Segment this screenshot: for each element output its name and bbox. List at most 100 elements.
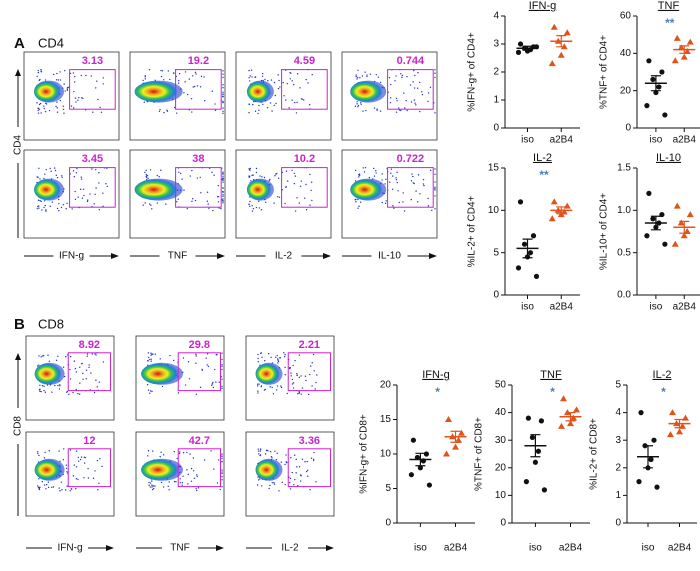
- event-dot: [257, 392, 259, 394]
- event-dot: [276, 385, 279, 387]
- y-axis-label: %IL-2+ of CD8+: [589, 418, 600, 490]
- event-dot: [75, 388, 77, 391]
- event-dot: [92, 477, 95, 480]
- event-dot: [45, 488, 47, 490]
- event-dot: [260, 209, 263, 211]
- event-dot: [357, 104, 360, 107]
- event-dot: [403, 210, 406, 212]
- event-dot: [80, 456, 83, 458]
- event-dot: [434, 72, 436, 74]
- event-dot: [179, 451, 181, 453]
- event-dot: [195, 362, 197, 364]
- event-dot: [269, 386, 271, 388]
- event-dot: [259, 450, 262, 452]
- data-point: [671, 240, 679, 247]
- event-dot: [260, 385, 262, 388]
- event-dot: [310, 181, 313, 183]
- event-dot: [221, 472, 223, 475]
- event-dot: [250, 69, 253, 71]
- data-point: [557, 51, 565, 58]
- arrow-head: [106, 545, 114, 551]
- event-dot: [402, 192, 404, 194]
- event-dot: [189, 453, 191, 455]
- event-dot: [66, 89, 69, 91]
- event-dot: [37, 107, 39, 110]
- y-tick-label: 20: [380, 380, 392, 391]
- event-dot: [357, 76, 359, 79]
- event-dot: [37, 486, 40, 489]
- y-tick-label: 15: [380, 414, 392, 425]
- event-dot: [305, 78, 307, 81]
- event-dot: [207, 365, 210, 368]
- event-dot: [79, 188, 82, 190]
- event-dot: [79, 366, 81, 368]
- event-dot: [261, 75, 264, 77]
- event-dot: [40, 68, 42, 71]
- event-dot: [221, 352, 223, 354]
- event-dot: [295, 472, 297, 474]
- event-dot: [96, 386, 98, 388]
- event-dot: [275, 389, 278, 391]
- event-dot: [73, 90, 75, 93]
- event-dot: [43, 206, 45, 209]
- event-dot: [51, 391, 53, 393]
- event-dot: [300, 375, 302, 377]
- event-dot: [293, 454, 296, 456]
- event-dot: [41, 480, 44, 483]
- flow-plot: 3.13: [23, 51, 120, 141]
- event-dot: [280, 386, 283, 389]
- event-dot: [222, 84, 224, 86]
- event-dot: [274, 175, 276, 177]
- y-tick-label: 50: [495, 380, 507, 391]
- event-dot: [143, 101, 145, 103]
- event-dot: [149, 169, 152, 171]
- event-dot: [195, 487, 197, 490]
- event-dot: [257, 353, 259, 356]
- event-dot: [57, 79, 60, 81]
- event-dot: [257, 390, 259, 392]
- event-dot: [182, 357, 185, 359]
- event-dot: [49, 167, 51, 170]
- event-dot: [102, 192, 104, 194]
- event-dot: [258, 200, 260, 203]
- event-dot: [355, 201, 357, 203]
- event-dot: [56, 177, 59, 179]
- event-dot: [421, 93, 424, 96]
- event-dot: [197, 487, 200, 489]
- y-tick-label: 4: [493, 11, 499, 22]
- event-dot: [434, 112, 436, 114]
- event-dot: [395, 75, 397, 77]
- x-tick-label: iso: [642, 543, 655, 554]
- event-dot: [160, 75, 163, 78]
- event-dot: [158, 110, 161, 113]
- event-dot: [179, 172, 182, 175]
- event-dot: [427, 197, 429, 200]
- event-dot: [249, 167, 252, 170]
- event-dot: [434, 173, 436, 176]
- event-dot: [222, 190, 224, 193]
- event-dot: [149, 390, 152, 392]
- event-dot: [150, 358, 152, 360]
- event-dot: [38, 207, 40, 209]
- event-dot: [255, 206, 258, 209]
- event-dot: [43, 389, 45, 392]
- event-dot: [66, 485, 68, 487]
- data-point: [680, 232, 688, 239]
- event-dot: [419, 193, 421, 195]
- data-point: [548, 215, 556, 222]
- event-dot: [39, 390, 41, 392]
- event-dot: [168, 481, 170, 483]
- event-dot: [401, 76, 403, 79]
- event-dot: [69, 72, 72, 75]
- event-dot: [38, 355, 40, 357]
- event-dot: [248, 80, 251, 82]
- event-dot: [94, 353, 96, 355]
- event-dot: [75, 371, 78, 373]
- gate-percent: 29.8: [189, 339, 210, 351]
- event-dot: [96, 459, 99, 462]
- event-dot: [248, 205, 251, 208]
- density: [34, 458, 65, 481]
- event-dot: [37, 71, 40, 74]
- event-dot: [195, 355, 197, 357]
- density: [255, 458, 283, 481]
